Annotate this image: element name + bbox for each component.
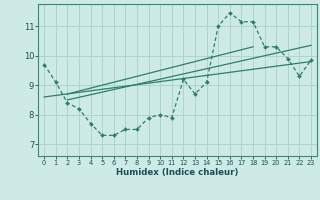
X-axis label: Humidex (Indice chaleur): Humidex (Indice chaleur): [116, 168, 239, 177]
